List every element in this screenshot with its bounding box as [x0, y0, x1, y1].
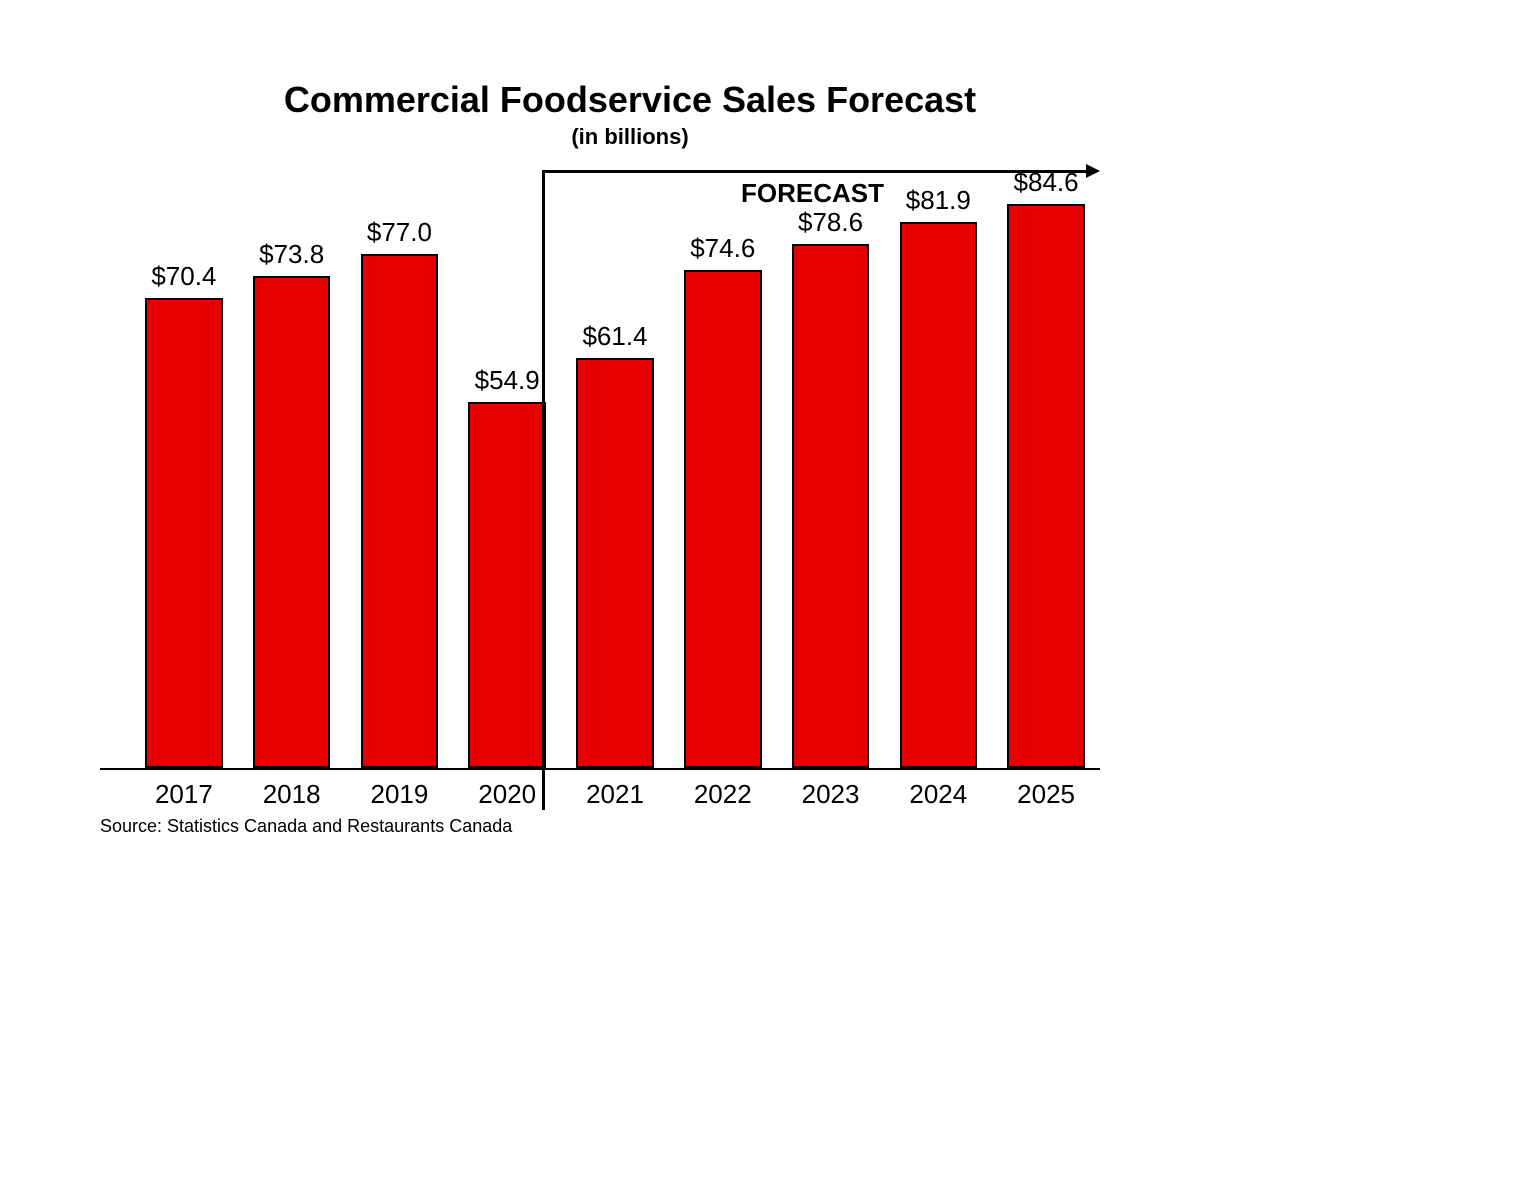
x-axis — [100, 768, 1100, 770]
x-tick-label: 2023 — [777, 779, 885, 810]
x-tick-label: 2017 — [130, 779, 238, 810]
bar-2024 — [900, 222, 978, 768]
bar-value-label: $61.4 — [556, 321, 674, 352]
x-tick-label: 2021 — [561, 779, 669, 810]
bar-value-label: $77.0 — [341, 217, 459, 248]
bar-value-label: $81.9 — [880, 185, 998, 216]
x-tick-label: 2022 — [669, 779, 777, 810]
plot-area: $70.42017$73.82018$77.02019$54.92020$61.… — [100, 170, 1100, 810]
bar-2021 — [576, 358, 654, 767]
source-text: Source: Statistics Canada and Restaurant… — [100, 816, 512, 837]
chart-container: Commercial Foodservice Sales Forecast (i… — [100, 80, 1160, 810]
bar-2020 — [468, 402, 546, 768]
bar-value-label: $70.4 — [125, 261, 243, 292]
chart-subtitle: (in billions) — [100, 124, 1160, 150]
bar-value-label: $74.6 — [664, 233, 782, 264]
chart-title: Commercial Foodservice Sales Forecast — [100, 80, 1160, 120]
x-tick-label: 2025 — [992, 779, 1100, 810]
x-tick-label: 2019 — [346, 779, 454, 810]
forecast-label: FORECAST — [741, 178, 884, 209]
x-tick-label: 2018 — [238, 779, 346, 810]
forecast-divider-horizontal — [542, 170, 1086, 173]
forecast-divider-vertical — [542, 170, 545, 810]
x-tick-label: 2024 — [884, 779, 992, 810]
bar-value-label: $54.9 — [448, 365, 566, 396]
bar-2023 — [792, 244, 870, 768]
bar-2022 — [684, 270, 762, 767]
bar-2019 — [361, 254, 439, 767]
bar-2025 — [1007, 204, 1085, 768]
bar-value-label: $78.6 — [772, 207, 890, 238]
bar-2018 — [253, 276, 331, 768]
bar-2017 — [145, 298, 223, 767]
forecast-arrow-head-icon — [1086, 164, 1100, 178]
bar-value-label: $73.8 — [233, 239, 351, 270]
